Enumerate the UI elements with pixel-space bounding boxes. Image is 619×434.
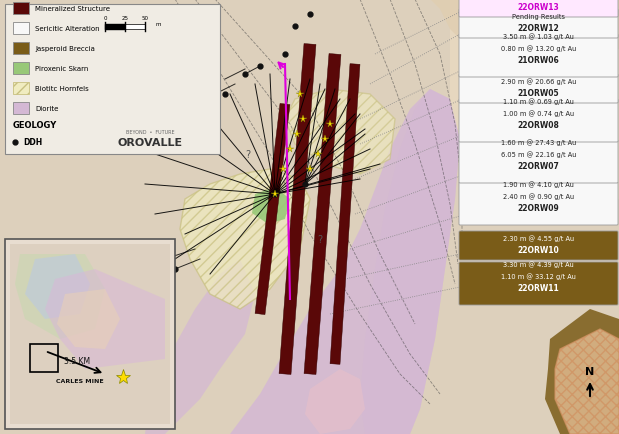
Polygon shape — [279, 44, 316, 375]
Text: 22ORW08: 22ORW08 — [517, 121, 560, 130]
Text: 22ORW12: 22ORW12 — [517, 24, 560, 33]
Polygon shape — [15, 254, 105, 339]
Polygon shape — [555, 329, 619, 434]
Text: 0: 0 — [103, 16, 106, 21]
Bar — [5, 240, 175, 429]
Text: Jasperoid Breccia: Jasperoid Breccia — [35, 46, 95, 52]
FancyBboxPatch shape — [459, 10, 618, 39]
Text: m: m — [155, 23, 160, 27]
Text: Diorite: Diorite — [35, 106, 58, 112]
Polygon shape — [305, 369, 365, 434]
Polygon shape — [330, 65, 360, 365]
Text: 50: 50 — [142, 16, 149, 21]
Bar — [5, 5, 220, 155]
Bar — [30, 344, 58, 372]
Polygon shape — [450, 0, 619, 220]
Text: OROVALLE: OROVALLE — [118, 138, 183, 148]
Text: ?: ? — [246, 150, 251, 160]
Polygon shape — [255, 104, 290, 315]
Polygon shape — [430, 0, 619, 60]
Text: 1.00 m @ 0.74 g/t Au: 1.00 m @ 0.74 g/t Au — [503, 110, 574, 117]
Polygon shape — [145, 260, 255, 434]
FancyBboxPatch shape — [459, 100, 618, 143]
Text: 21ORW05: 21ORW05 — [517, 89, 560, 98]
Text: 1.10 m @ 33.12 g/t Au: 1.10 m @ 33.12 g/t Au — [501, 273, 576, 279]
Bar — [13, 103, 29, 115]
Bar — [13, 83, 29, 95]
Text: 0.80 m @ 13.20 g/t Au: 0.80 m @ 13.20 g/t Au — [501, 45, 576, 52]
Text: 22ORW13: 22ORW13 — [517, 3, 560, 12]
Polygon shape — [45, 270, 165, 369]
Polygon shape — [25, 254, 90, 319]
Text: 3.50 m @ 1.03 g/t Au: 3.50 m @ 1.03 g/t Au — [503, 33, 574, 40]
FancyBboxPatch shape — [459, 141, 618, 184]
Text: 25: 25 — [121, 16, 129, 21]
Text: BEYOND  •  FUTURE: BEYOND • FUTURE — [126, 130, 175, 135]
Polygon shape — [180, 170, 310, 309]
Text: Pending Results: Pending Results — [512, 13, 565, 20]
Polygon shape — [360, 90, 460, 434]
Text: 6.05 m @ 22.16 g/t Au: 6.05 m @ 22.16 g/t Au — [501, 151, 576, 158]
Text: GEOLOGY: GEOLOGY — [13, 120, 57, 129]
FancyBboxPatch shape — [459, 35, 618, 78]
Polygon shape — [252, 187, 290, 224]
Text: ?: ? — [318, 234, 322, 244]
Text: 3.5 KM: 3.5 KM — [64, 357, 90, 366]
Text: 22ORW07: 22ORW07 — [517, 161, 560, 171]
Text: 22ORW09: 22ORW09 — [517, 204, 560, 213]
Text: 22ORW11: 22ORW11 — [517, 283, 560, 293]
FancyBboxPatch shape — [459, 0, 618, 18]
Text: CARLES MINE: CARLES MINE — [56, 378, 104, 384]
Text: N: N — [586, 366, 595, 376]
FancyBboxPatch shape — [459, 231, 618, 260]
Text: Piroxenic Skarn: Piroxenic Skarn — [35, 66, 89, 72]
Text: 1.10 m @ 0.69 g/t Au: 1.10 m @ 0.69 g/t Au — [503, 98, 574, 105]
Text: 3.30 m @ 4.39 g/t Au: 3.30 m @ 4.39 g/t Au — [503, 260, 574, 267]
Text: 1.60 m @ 27.43 g/t Au: 1.60 m @ 27.43 g/t Au — [501, 139, 576, 145]
Text: Biotitc Hornfels: Biotitc Hornfels — [35, 86, 89, 92]
Text: Sericitic Alteration: Sericitic Alteration — [35, 26, 100, 32]
Polygon shape — [230, 90, 460, 434]
Polygon shape — [10, 244, 170, 424]
Polygon shape — [545, 309, 619, 434]
Bar — [13, 63, 29, 75]
FancyBboxPatch shape — [459, 75, 618, 104]
Bar — [13, 23, 29, 35]
Text: DDH: DDH — [23, 138, 42, 147]
Polygon shape — [285, 90, 395, 174]
Bar — [13, 3, 29, 15]
Text: 2.40 m @ 0.90 g/t Au: 2.40 m @ 0.90 g/t Au — [503, 193, 574, 199]
Polygon shape — [488, 0, 570, 150]
Text: Mineralized Structure: Mineralized Structure — [35, 6, 110, 12]
Text: 21ORW06: 21ORW06 — [517, 56, 560, 65]
FancyBboxPatch shape — [459, 263, 618, 305]
Polygon shape — [57, 289, 120, 349]
Text: 2.30 m @ 4.55 g/t Au: 2.30 m @ 4.55 g/t Au — [503, 235, 574, 241]
Bar — [13, 43, 29, 55]
Text: 22ORW10: 22ORW10 — [517, 246, 560, 254]
FancyBboxPatch shape — [459, 183, 618, 226]
Text: 1.90 m @ 4.10 g/t Au: 1.90 m @ 4.10 g/t Au — [503, 181, 574, 187]
Polygon shape — [304, 54, 341, 375]
Text: 2.90 m @ 20.66 g/t Au: 2.90 m @ 20.66 g/t Au — [501, 78, 576, 85]
